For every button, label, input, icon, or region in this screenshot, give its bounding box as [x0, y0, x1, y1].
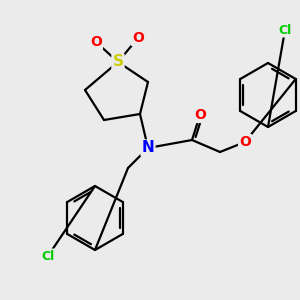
Text: O: O: [132, 31, 144, 45]
Text: N: N: [142, 140, 154, 155]
Text: O: O: [239, 135, 251, 149]
Text: O: O: [90, 35, 102, 49]
Text: Cl: Cl: [278, 23, 292, 37]
Text: S: S: [112, 55, 124, 70]
Text: O: O: [194, 108, 206, 122]
Text: Cl: Cl: [41, 250, 55, 262]
